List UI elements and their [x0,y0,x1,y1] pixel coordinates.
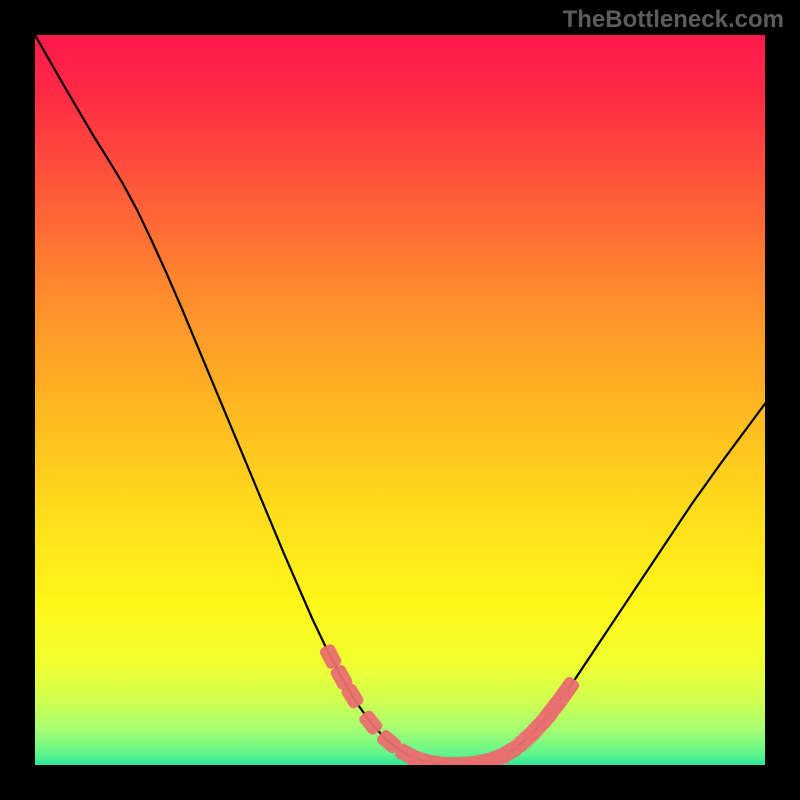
plot-background [35,35,765,765]
chart-container: TheBottleneck.com [0,0,800,800]
watermark-text: TheBottleneck.com [563,6,784,34]
plot-svg [35,35,765,765]
